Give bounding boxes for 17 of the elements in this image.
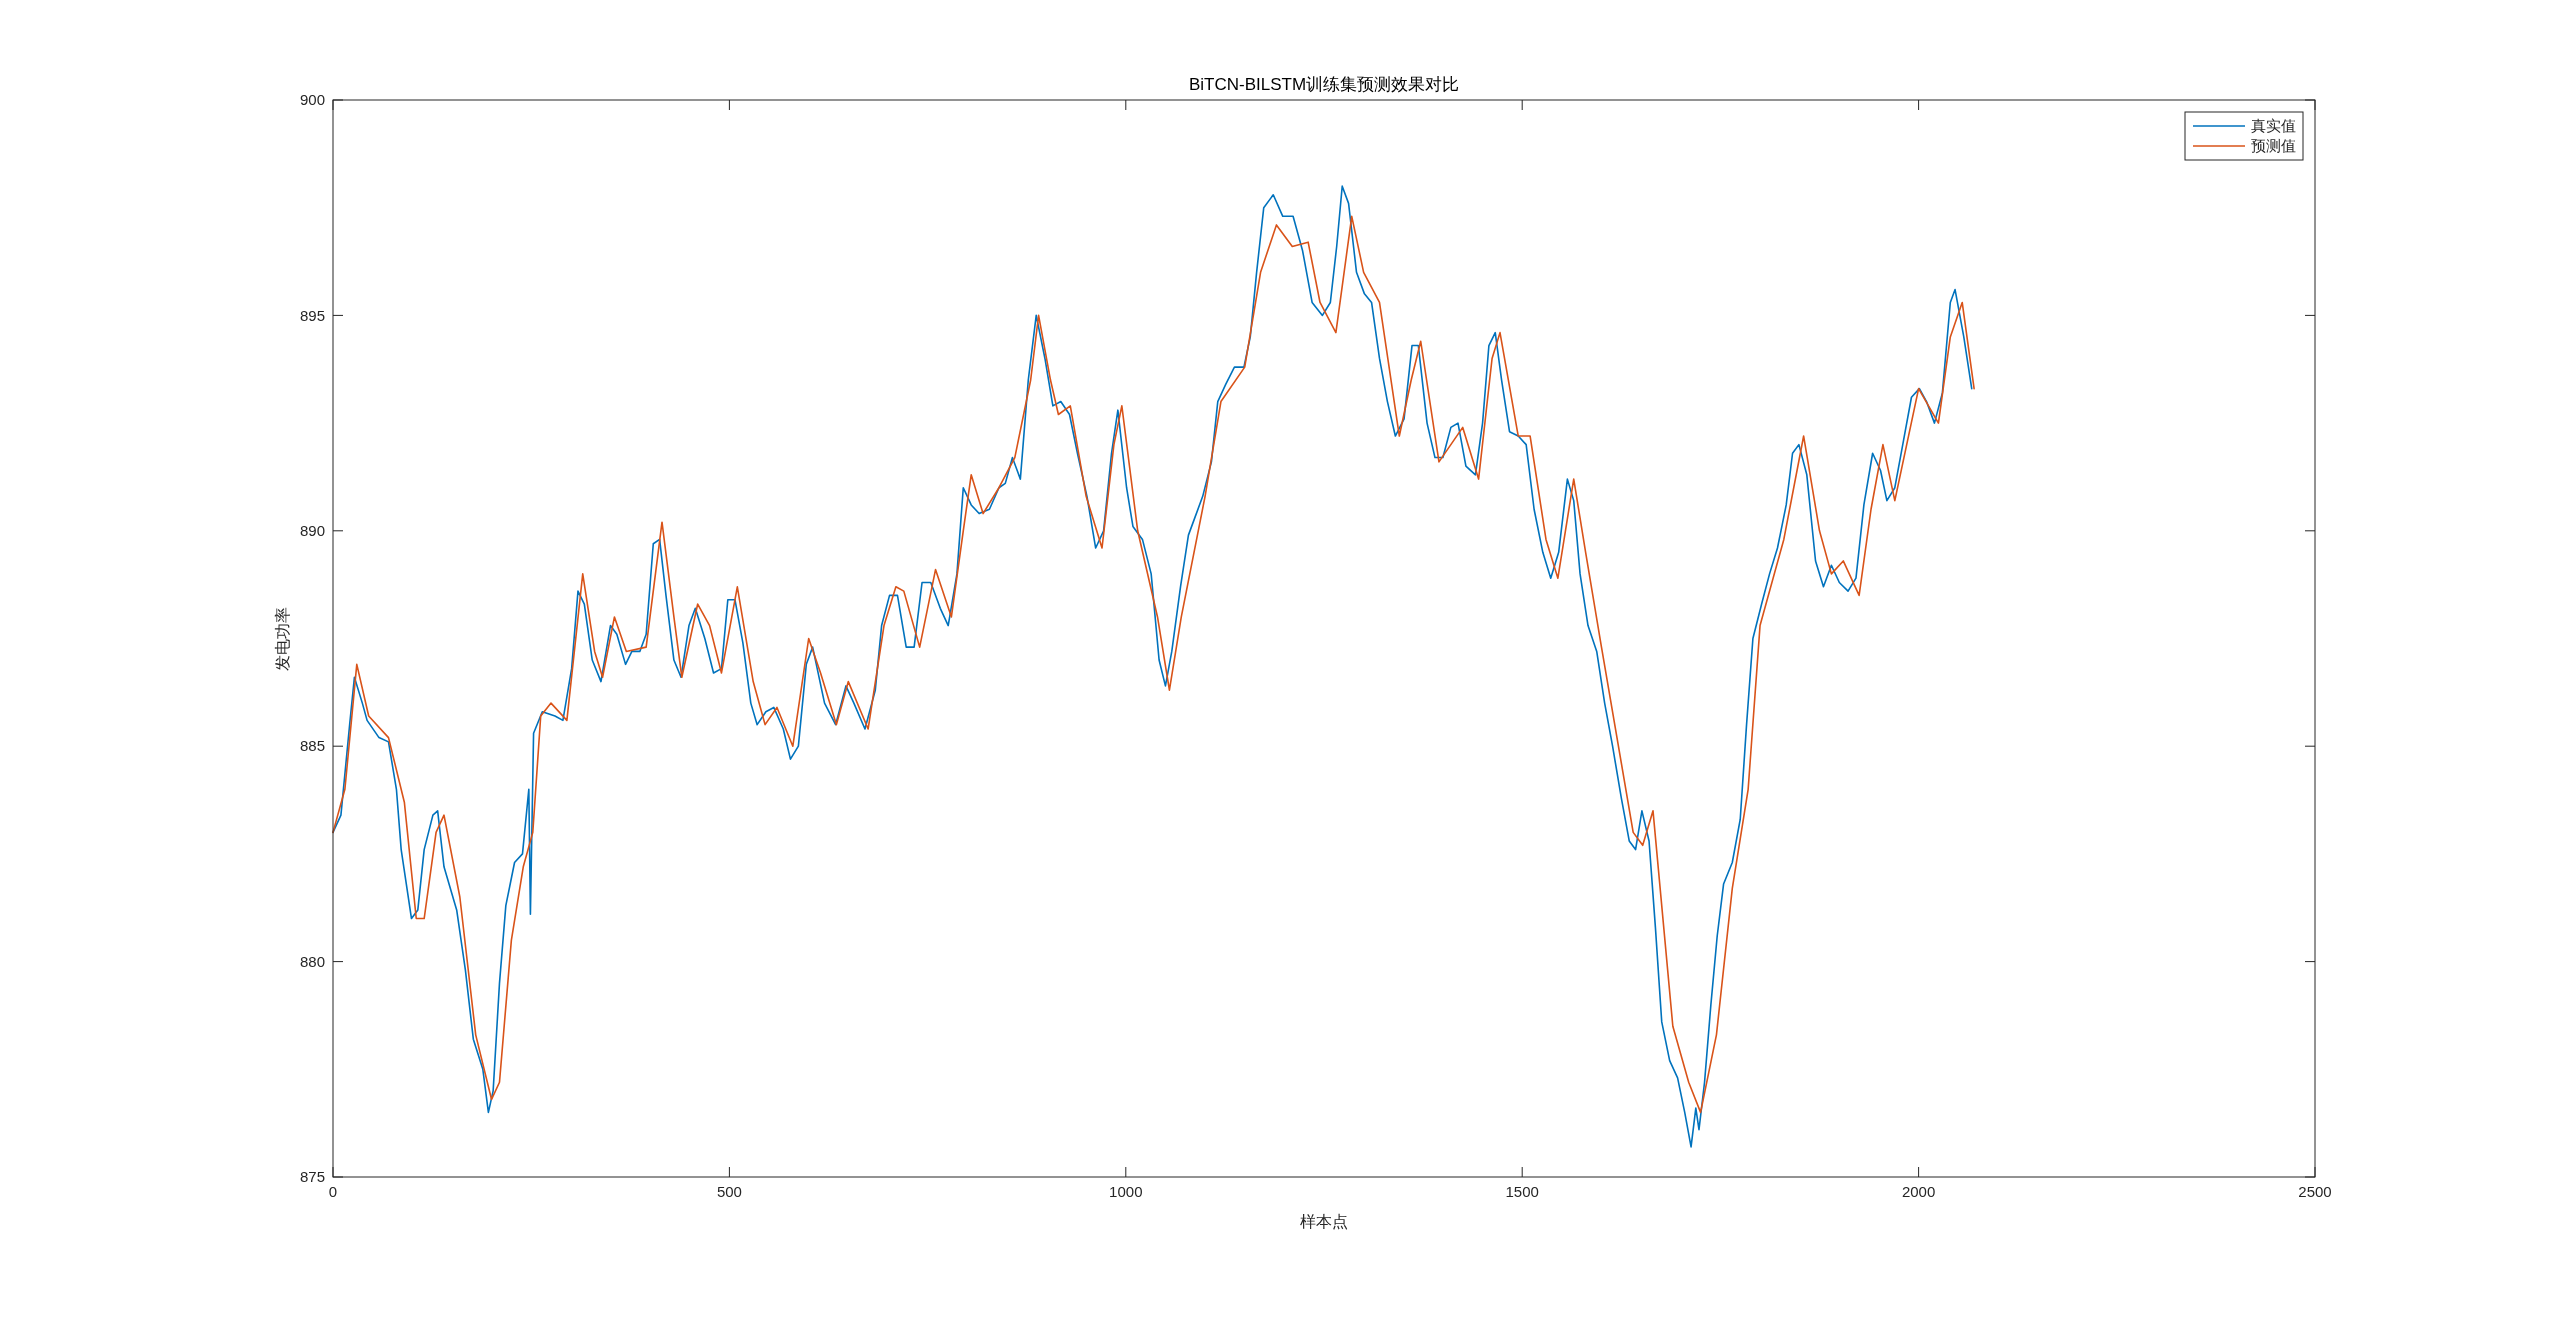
x-tick-label: 1500	[1505, 1183, 1539, 1200]
x-tick-label: 500	[716, 1183, 742, 1200]
chart-title: BiTCN-BILSTM训练集预测效果对比	[1188, 75, 1460, 94]
y-tick-label: 875	[299, 1168, 325, 1186]
y-tick-label: 890	[299, 522, 325, 540]
x-tick-label: 1000	[1109, 1183, 1143, 1200]
x-tick-label: 2000	[1901, 1183, 1936, 1200]
legend-label: 真实值	[2251, 117, 2296, 135]
x-tick-label: 0	[328, 1183, 338, 1200]
legend-label: 预测值	[2251, 137, 2296, 155]
y-tick-label: 900	[299, 91, 325, 109]
y-axis-title: 发电功率	[274, 606, 291, 671]
x-axis-title: 样本点	[1300, 1213, 1348, 1230]
y-tick-label: 885	[299, 737, 325, 755]
y-tick-label: 895	[299, 306, 325, 324]
x-tick-label: 2500	[2298, 1183, 2332, 1200]
y-tick-label: 880	[299, 952, 325, 970]
